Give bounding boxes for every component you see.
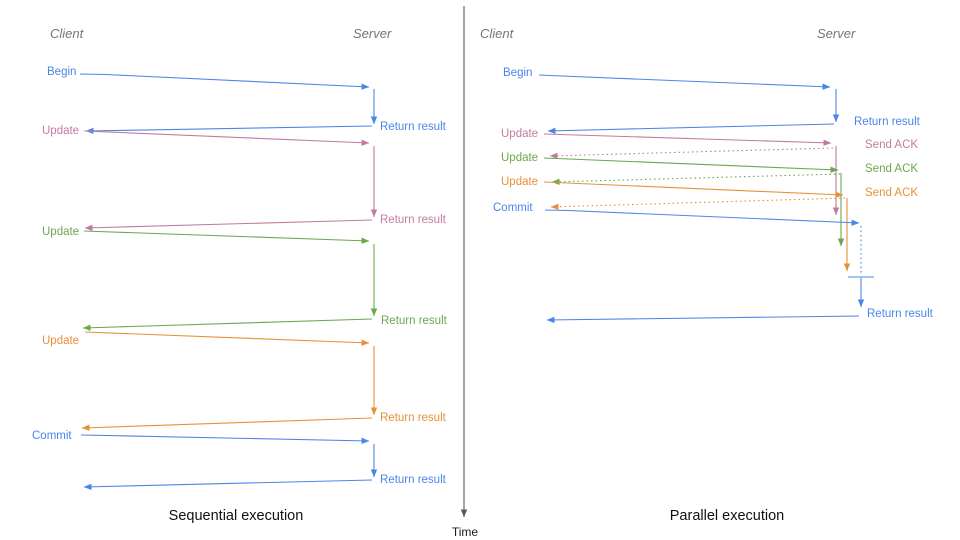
message-label: Commit xyxy=(493,202,533,214)
response-arrow xyxy=(83,479,373,491)
ack-arrow-dotted xyxy=(551,173,841,185)
response-arrow xyxy=(84,219,373,231)
seq-message-update-3: Update Return result xyxy=(42,331,447,431)
parallel-diagram-title: Parallel execution xyxy=(670,508,784,524)
request-arrow xyxy=(83,230,370,244)
sequential-execution-diagram: Client Server Begin Return result Update… xyxy=(32,26,448,524)
par-message-commit: Commit Return result xyxy=(493,202,934,324)
message-label: Begin xyxy=(503,67,532,79)
request-arrow xyxy=(538,74,831,90)
request-arrow xyxy=(544,209,860,226)
message-label: Begin xyxy=(47,66,76,78)
message-label: Update xyxy=(501,152,538,164)
response-arrow xyxy=(85,125,373,135)
seq-message-update-2: Update Return result xyxy=(42,226,448,331)
message-label: Update xyxy=(501,128,538,140)
request-arrow xyxy=(543,181,844,198)
response-arrow xyxy=(82,318,373,331)
client-lifeline-header: Client xyxy=(480,26,515,41)
message-label: Update xyxy=(501,176,538,188)
return-result-label: Return result xyxy=(380,121,447,133)
parallel-execution-diagram: Client Server Begin Return result Update… xyxy=(480,26,934,524)
send-ack-label: Send ACK xyxy=(865,187,918,199)
return-result-label: Return result xyxy=(380,214,447,226)
return-result-label: Return result xyxy=(867,308,934,320)
send-ack-label: Send ACK xyxy=(865,163,918,175)
par-message-update-2: Update Send ACK xyxy=(501,152,918,247)
response-arrow xyxy=(546,315,860,324)
response-arrow xyxy=(81,417,373,431)
message-label: Update xyxy=(42,226,79,238)
return-result-label: Return result xyxy=(380,474,447,486)
ack-arrow-dotted xyxy=(550,197,846,210)
message-label: Update xyxy=(42,125,79,137)
return-result-label: Return result xyxy=(381,315,448,327)
ack-arrow-dotted xyxy=(549,147,834,159)
server-lifeline-header: Server xyxy=(353,26,392,41)
message-label: Update xyxy=(42,335,79,347)
request-arrow xyxy=(79,73,370,90)
request-arrow xyxy=(543,157,839,173)
response-arrow xyxy=(547,123,835,135)
message-label: Commit xyxy=(32,430,72,442)
sequential-diagram-title: Sequential execution xyxy=(169,508,304,524)
return-result-label: Return result xyxy=(854,116,921,128)
par-message-update-3: Update Send ACK xyxy=(501,176,918,272)
seq-message-commit: Commit Return result xyxy=(32,430,447,491)
time-axis-label: Time xyxy=(452,525,479,539)
server-lifeline-header: Server xyxy=(817,26,856,41)
seq-message-update-1: Update Return result xyxy=(42,125,447,231)
return-result-label: Return result xyxy=(380,412,447,424)
par-message-begin: Begin Return result xyxy=(503,67,921,135)
par-message-update-1: Update Send ACK xyxy=(501,128,918,216)
seq-message-begin: Begin Return result xyxy=(47,66,447,135)
client-lifeline-header: Client xyxy=(50,26,85,41)
request-arrow xyxy=(84,331,370,346)
request-arrow xyxy=(543,133,832,146)
request-arrow xyxy=(83,130,370,146)
send-ack-label: Send ACK xyxy=(865,139,918,151)
request-arrow xyxy=(80,434,370,445)
time-axis: Time xyxy=(452,6,479,539)
